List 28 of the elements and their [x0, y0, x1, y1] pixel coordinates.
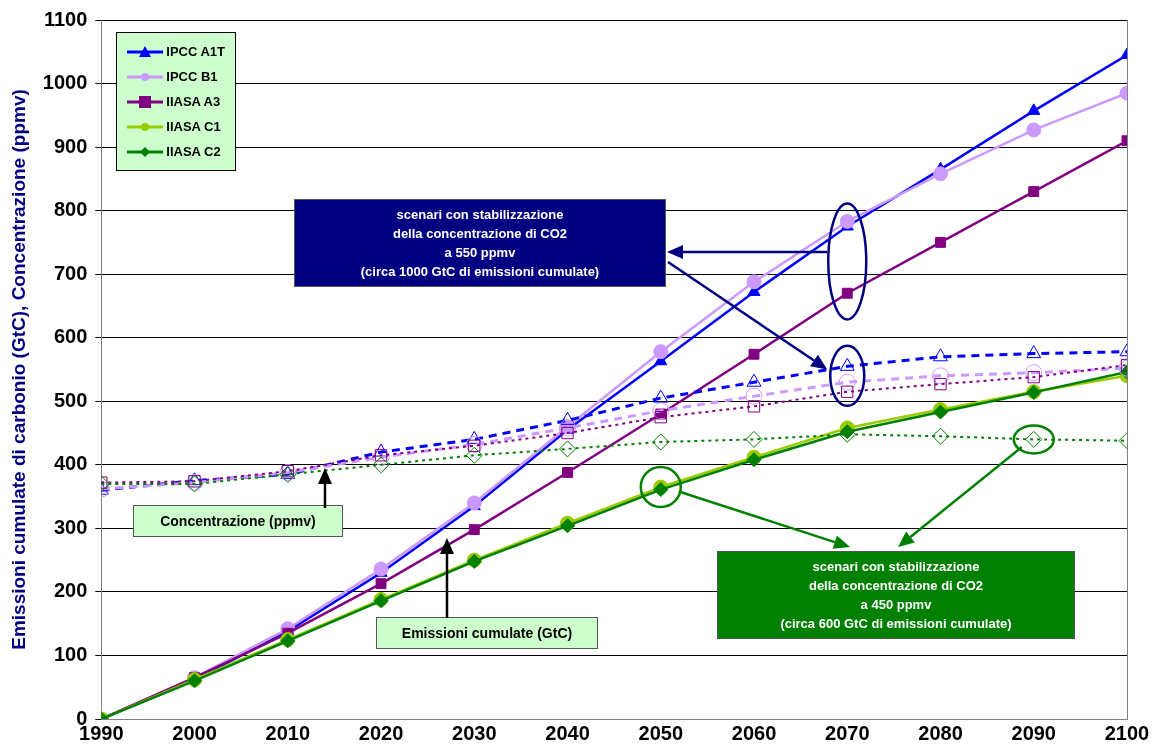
x-tick-label: 2050 — [638, 721, 684, 744]
x-tick-label: 2010 — [265, 721, 311, 744]
x-tick-label: 2080 — [918, 721, 963, 744]
legend-label: IIASA C1 — [166, 119, 221, 134]
y-tick-label: 1100 — [43, 7, 88, 30]
y-tick-label: 500 — [53, 388, 88, 411]
x-tick-label: 2090 — [1011, 721, 1056, 744]
legend-label: IIASA C2 — [166, 144, 221, 159]
legend-label: IPCC B1 — [166, 69, 218, 84]
y-tick-label: 600 — [53, 325, 88, 348]
legend-label: IIASA A3 — [166, 94, 221, 109]
y-tick-label: 200 — [53, 579, 88, 602]
x-tick-label: 2030 — [452, 721, 497, 744]
y-axis-title: Emissioni cumulate di carbonio (GtC), Concentrazione (ppmv) — [7, 89, 29, 650]
x-tick-label: 2060 — [731, 721, 777, 744]
y-tick-label: 400 — [53, 452, 88, 475]
x-tick-label: 2040 — [545, 721, 590, 744]
x-tick-label: 2070 — [825, 721, 870, 744]
legend-label: IPCC A1T — [166, 44, 226, 59]
x-tick-label: 2100 — [1104, 721, 1150, 744]
y-tick-label: 900 — [53, 134, 88, 157]
y-tick-label: 800 — [53, 198, 88, 221]
y-tick-label: 300 — [53, 515, 88, 538]
y-tick-label: 1000 — [42, 71, 88, 94]
x-tick-label: 2020 — [358, 721, 404, 744]
y-tick-label: 700 — [53, 261, 88, 284]
x-tick-label: 2000 — [172, 721, 217, 744]
y-tick-label: 100 — [53, 642, 88, 665]
